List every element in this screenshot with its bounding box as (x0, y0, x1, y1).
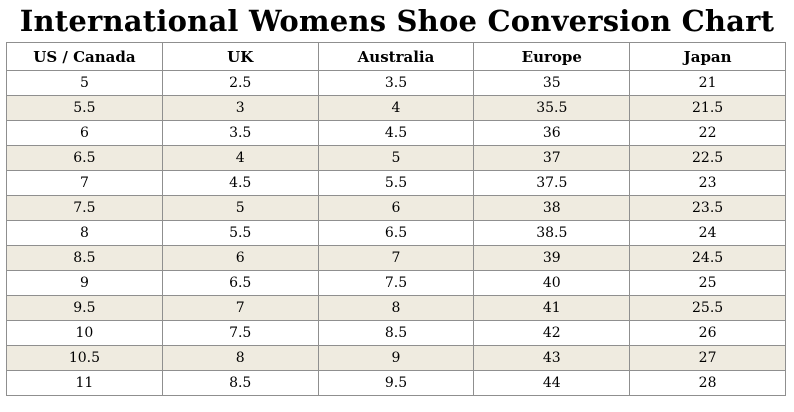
cell-japan: 26 (629, 320, 786, 346)
cell-japan: 23.5 (629, 195, 786, 221)
cell-uk: 4.5 (161, 170, 319, 196)
cell-australia: 4 (317, 95, 475, 121)
header-row: US / Canada UK Australia Europe Japan (6, 42, 786, 71)
table-row: 8.5 6 7 39 24.5 (6, 245, 786, 271)
cell-japan: 28 (629, 370, 786, 396)
cell-europe: 42 (473, 320, 631, 346)
table-row: 9 6.5 7.5 40 25 (6, 270, 786, 296)
table-row: 9.5 7 8 41 25.5 (6, 295, 786, 321)
column-header-europe: Europe (473, 42, 631, 71)
cell-japan: 21.5 (629, 95, 786, 121)
cell-japan: 22.5 (629, 145, 786, 171)
cell-europe: 37 (473, 145, 631, 171)
cell-europe: 38.5 (473, 220, 631, 246)
cell-uk: 3 (161, 95, 319, 121)
cell-uk: 7.5 (161, 320, 319, 346)
cell-uk: 6.5 (161, 270, 319, 296)
column-header-uk: UK (161, 42, 319, 71)
cell-japan: 22 (629, 120, 786, 146)
cell-australia: 7 (317, 245, 475, 271)
cell-japan: 24.5 (629, 245, 786, 271)
cell-australia: 8.5 (317, 320, 475, 346)
cell-uk: 6 (161, 245, 319, 271)
table-body: 5 2.5 3.5 35 21 5.5 3 4 35.5 21.5 6 3.5 4.5 36 22 6.5 4 5… (6, 70, 786, 396)
table-row: 7.5 5 6 38 23.5 (6, 195, 786, 221)
table-row: 10.5 8 9 43 27 (6, 345, 786, 371)
cell-australia: 4.5 (317, 120, 475, 146)
table-row: 7 4.5 5.5 37.5 23 (6, 170, 786, 196)
table-header: US / Canada UK Australia Europe Japan (6, 42, 786, 71)
cell-us-canada: 7.5 (6, 195, 163, 221)
cell-us-canada: 8.5 (6, 245, 163, 271)
cell-japan: 23 (629, 170, 786, 196)
cell-australia: 8 (317, 295, 475, 321)
cell-uk: 8.5 (161, 370, 319, 396)
cell-us-canada: 10.5 (6, 345, 163, 371)
cell-europe: 44 (473, 370, 631, 396)
cell-japan: 21 (629, 70, 786, 96)
cell-europe: 36 (473, 120, 631, 146)
cell-uk: 2.5 (161, 70, 319, 96)
cell-us-canada: 6 (6, 120, 163, 146)
cell-japan: 25 (629, 270, 786, 296)
cell-europe: 41 (473, 295, 631, 321)
cell-uk: 5 (161, 195, 319, 221)
cell-japan: 27 (629, 345, 786, 371)
cell-uk: 8 (161, 345, 319, 371)
table-row: 8 5.5 6.5 38.5 24 (6, 220, 786, 246)
cell-us-canada: 6.5 (6, 145, 163, 171)
cell-australia: 9 (317, 345, 475, 371)
column-header-japan: Japan (629, 42, 786, 71)
cell-europe: 43 (473, 345, 631, 371)
cell-uk: 7 (161, 295, 319, 321)
cell-europe: 38 (473, 195, 631, 221)
cell-japan: 24 (629, 220, 786, 246)
cell-uk: 4 (161, 145, 319, 171)
cell-australia: 5 (317, 145, 475, 171)
cell-us-canada: 7 (6, 170, 163, 196)
column-header-us-canada: US / Canada (6, 42, 163, 71)
cell-japan: 25.5 (629, 295, 786, 321)
cell-us-canada: 11 (6, 370, 163, 396)
cell-europe: 37.5 (473, 170, 631, 196)
table-row: 6.5 4 5 37 22.5 (6, 145, 786, 171)
cell-europe: 40 (473, 270, 631, 296)
chart-title: International Womens Shoe Conversion Cha… (19, 4, 775, 38)
cell-us-canada: 9 (6, 270, 163, 296)
cell-us-canada: 10 (6, 320, 163, 346)
column-header-australia: Australia (317, 42, 475, 71)
cell-australia: 3.5 (317, 70, 475, 96)
table-row: 5.5 3 4 35.5 21.5 (6, 95, 786, 121)
cell-us-canada: 5.5 (6, 95, 163, 121)
cell-australia: 6 (317, 195, 475, 221)
table-row: 10 7.5 8.5 42 26 (6, 320, 786, 346)
cell-us-canada: 5 (6, 70, 163, 96)
cell-uk: 5.5 (161, 220, 319, 246)
table-row: 5 2.5 3.5 35 21 (6, 70, 786, 96)
cell-australia: 5.5 (317, 170, 475, 196)
cell-australia: 6.5 (317, 220, 475, 246)
cell-us-canada: 9.5 (6, 295, 163, 321)
cell-europe: 35.5 (473, 95, 631, 121)
cell-australia: 9.5 (317, 370, 475, 396)
cell-us-canada: 8 (6, 220, 163, 246)
cell-australia: 7.5 (317, 270, 475, 296)
cell-europe: 39 (473, 245, 631, 271)
table-row: 11 8.5 9.5 44 28 (6, 370, 786, 396)
cell-uk: 3.5 (161, 120, 319, 146)
table-row: 6 3.5 4.5 36 22 (6, 120, 786, 146)
cell-europe: 35 (473, 70, 631, 96)
